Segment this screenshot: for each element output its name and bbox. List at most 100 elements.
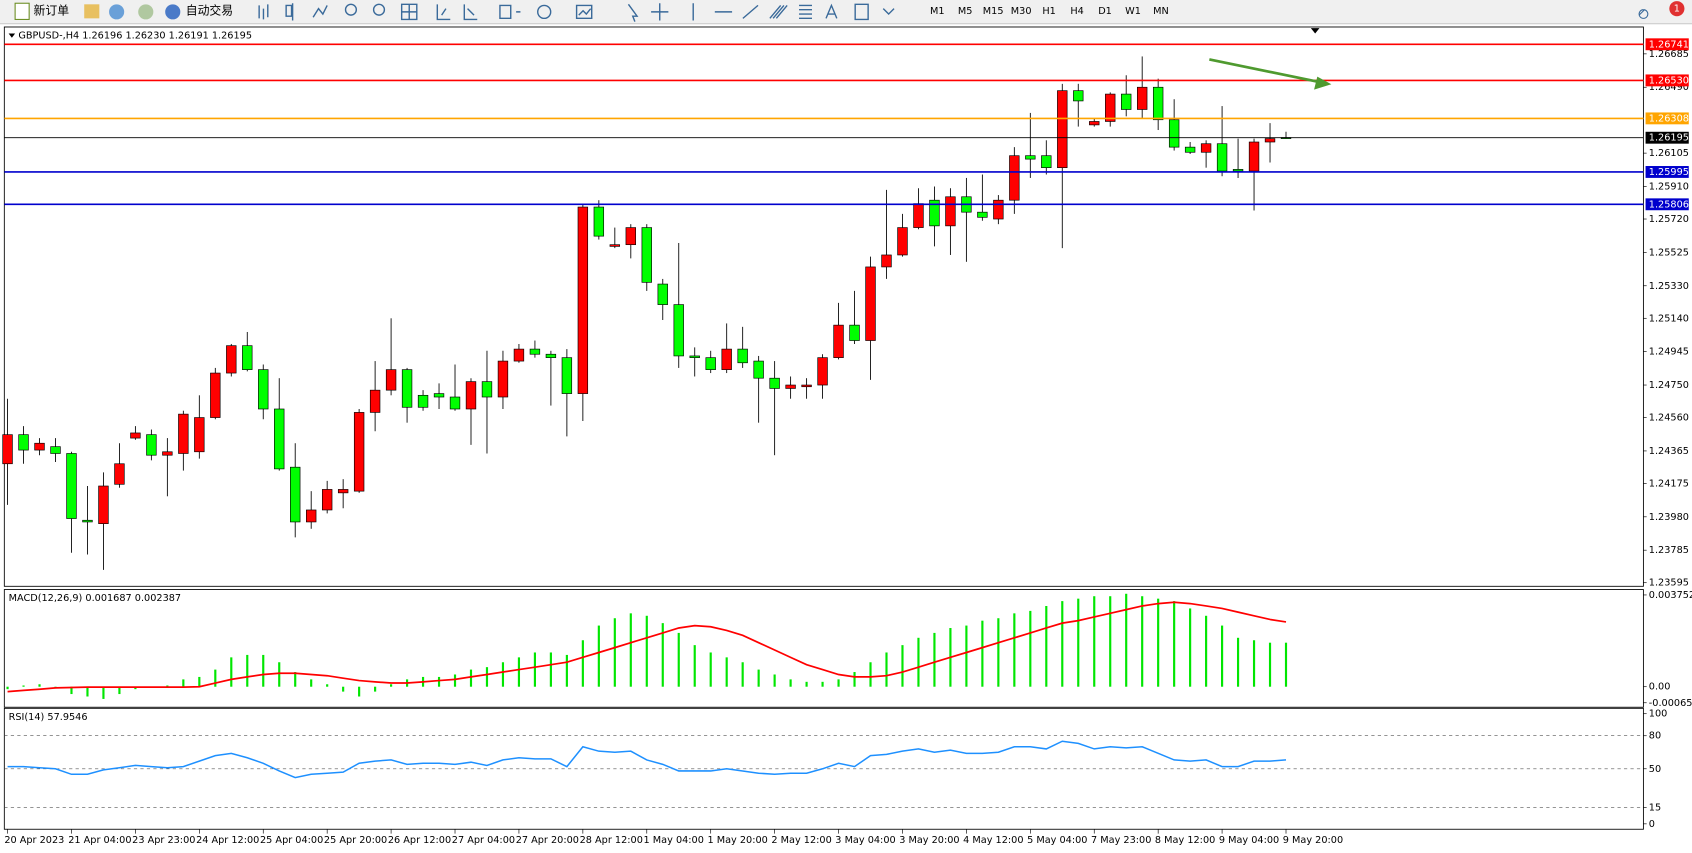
tool-icon[interactable] [109, 4, 125, 20]
macd-bar [38, 684, 41, 687]
candle-body [689, 355, 700, 358]
candle-body [561, 357, 573, 394]
new-order-button[interactable]: 新订单 [33, 3, 69, 17]
macd-bar [310, 679, 313, 687]
price-level-label: 1.26530 [1649, 75, 1689, 86]
y-tick-label: 0 [1649, 819, 1655, 830]
candle-body [545, 353, 557, 358]
macd-bar [917, 637, 920, 687]
candle-body [1025, 155, 1036, 160]
tile-button[interactable] [400, 3, 418, 21]
candle-body [1073, 90, 1084, 102]
x-tick-label: 25 Apr 04:00 [260, 835, 323, 846]
chart-panels: GBPUSD-,H4 1.26196 1.26230 1.26191 1.261… [2, 26, 1692, 846]
bar-chart-button[interactable] [258, 4, 269, 20]
y-tick-label: 1.23785 [1649, 545, 1689, 556]
new-order-icon[interactable] [14, 2, 30, 20]
candle-body [593, 206, 605, 237]
auto-trading-button[interactable]: 自动交易 [186, 3, 233, 17]
y-tick-label: 1.26490 [1649, 82, 1689, 93]
candle-body [1264, 138, 1276, 143]
indicators-button[interactable] [499, 4, 521, 20]
macd-bar [533, 652, 536, 687]
shift-button[interactable] [463, 4, 478, 21]
y-tick-label: 1.24750 [1649, 380, 1689, 391]
macd-bar [1205, 615, 1208, 687]
timeframe-button[interactable]: H4 [1070, 6, 1083, 17]
timeframe-button[interactable]: M5 [958, 6, 973, 17]
macd-bar [821, 681, 824, 687]
candle-body [1105, 93, 1116, 122]
channel-button[interactable] [769, 4, 788, 19]
timeframe-button[interactable]: M15 [983, 6, 1004, 17]
zoom-out-button[interactable] [372, 3, 386, 16]
candle-body [657, 283, 668, 305]
tool-icon[interactable] [138, 4, 154, 20]
candle-body [1009, 155, 1020, 201]
macd-bar [1189, 608, 1192, 687]
candle-body [721, 348, 732, 370]
y-tick-label: 1.24365 [1649, 446, 1689, 457]
autoscroll-button[interactable] [436, 4, 451, 21]
text-button[interactable] [825, 3, 838, 19]
candle-body [705, 357, 716, 370]
price-level-label: 1.26195 [1649, 133, 1689, 144]
arrows-button[interactable] [882, 8, 895, 16]
notification-badge[interactable] [1669, 1, 1685, 17]
timeframe-button[interactable]: M1 [930, 6, 945, 17]
macd-bar [214, 669, 217, 687]
tool-icon[interactable] [84, 4, 100, 19]
templates-button[interactable] [575, 4, 593, 20]
candle-body [785, 384, 796, 389]
y-tick-label: 1.25525 [1649, 247, 1689, 258]
x-tick-label: 7 May 23:00 [1091, 835, 1151, 846]
x-tick-label: 3 May 04:00 [835, 835, 895, 846]
crosshair-button[interactable] [651, 3, 669, 21]
macd-bar [597, 625, 600, 687]
trendline-button[interactable] [742, 4, 759, 19]
periods-button[interactable] [537, 4, 552, 20]
indicator-title: RSI(14) 57.9546 [9, 712, 88, 723]
macd-bar [1268, 642, 1272, 687]
y-tick-label: 1.25330 [1649, 281, 1689, 292]
macd-bar [262, 654, 265, 687]
timeframe-button[interactable]: W1 [1125, 6, 1141, 17]
x-tick-label: 27 Apr 20:00 [516, 835, 579, 846]
x-tick-label: 27 Apr 04:00 [452, 835, 515, 846]
timeframe-button[interactable]: H1 [1042, 6, 1055, 17]
candle-body [178, 413, 189, 454]
price-level-tag [1645, 166, 1689, 178]
timeframe-button[interactable]: MN [1153, 6, 1169, 17]
timeframes: M1 M5 M15 M30 H1 H4 D1 W1 MN [930, 6, 1169, 17]
indicator-title: MACD(12,26,9) 0.001687 0.002387 [9, 593, 181, 604]
arrow-shaft [1209, 58, 1320, 84]
fibo-button[interactable] [799, 4, 812, 20]
price-level-label: 1.26308 [1649, 113, 1689, 124]
search-button[interactable] [1638, 9, 1649, 19]
chart-tools [258, 3, 895, 22]
x-tick-label: 28 Apr 12:00 [580, 835, 643, 846]
label-button[interactable] [854, 3, 869, 21]
zoom-in-button[interactable] [344, 3, 358, 16]
x-tick-label: 20 Apr 2023 [4, 835, 64, 846]
candle-body [1216, 143, 1228, 172]
candle-button[interactable] [285, 3, 294, 21]
auto-trading-icon[interactable] [165, 4, 181, 20]
timeframe-button[interactable]: M30 [1011, 6, 1032, 17]
x-tick-label: 5 May 04:00 [1027, 835, 1087, 846]
macd-bar [22, 685, 25, 687]
candle-body [2, 434, 13, 465]
candle-body [497, 360, 509, 398]
candle-body [34, 442, 45, 451]
macd-bar [485, 667, 489, 687]
candle-body [321, 489, 333, 511]
candle-body [1232, 169, 1244, 172]
arrow-head [1314, 76, 1332, 90]
cursor-button[interactable] [627, 3, 639, 22]
macd-bar [869, 662, 872, 687]
timeframe-button[interactable]: D1 [1098, 6, 1112, 17]
macd-bar [709, 652, 712, 687]
line-button[interactable] [312, 5, 328, 18]
x-tick-label: 21 Apr 04:00 [68, 835, 131, 846]
